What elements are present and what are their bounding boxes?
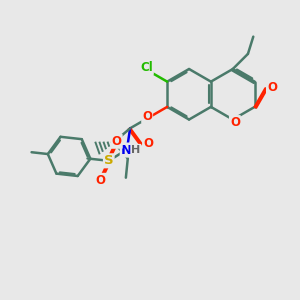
Text: O: O <box>143 137 153 150</box>
Text: H: H <box>131 145 140 155</box>
Text: O: O <box>142 110 152 123</box>
Text: O: O <box>112 135 122 148</box>
Text: O: O <box>96 174 106 187</box>
Text: O: O <box>267 81 277 94</box>
Text: O: O <box>230 116 240 129</box>
Text: S: S <box>104 154 114 167</box>
Text: N: N <box>121 144 132 157</box>
Text: Cl: Cl <box>140 61 153 74</box>
